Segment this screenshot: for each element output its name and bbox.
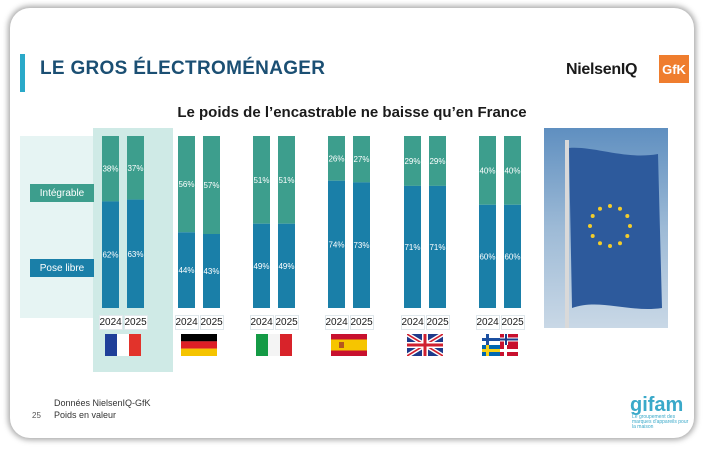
bar-integrable (203, 136, 220, 234)
year-label: 2024 (475, 315, 500, 330)
bar-pose-libre (178, 232, 195, 308)
bar-pose-libre (479, 204, 496, 308)
data-label-integrable: 29% (404, 157, 420, 166)
year-label: 2024 (249, 315, 274, 330)
data-label-pose-libre: 71% (429, 243, 445, 252)
eu-star-icon (608, 204, 612, 208)
data-label-integrable: 57% (203, 181, 219, 190)
data-label-pose-libre: 71% (404, 243, 420, 252)
bar-integrable (253, 136, 270, 224)
chart-title: Le poids de l’encastrable ne baisse qu’e… (177, 104, 527, 121)
eu-star-icon (618, 241, 622, 246)
year-label: 2024 (98, 315, 123, 330)
data-label-pose-libre: 73% (353, 241, 369, 250)
eu-star-icon (625, 234, 630, 238)
eu-flag-icon (569, 147, 662, 310)
gifam-tagline: Le groupement des marques d'appareils po… (632, 414, 689, 430)
france-flag (105, 334, 141, 356)
year-label: 2025 (199, 315, 224, 330)
eu-star-icon (598, 241, 602, 246)
bar-pose-libre (253, 223, 270, 308)
spain-flag (331, 334, 367, 356)
bar-integrable (479, 136, 496, 205)
stacked-bar-chart: 38% 62% 37% 63% 56% 44% 57% 43% 51% 49% 51% 49% 26% 7… (20, 128, 668, 372)
data-label-pose-libre: 60% (504, 252, 520, 261)
italy-flag (256, 334, 292, 356)
legend-pose-libre: Pose libre (30, 259, 94, 277)
bar-pose-libre (127, 199, 144, 308)
nordic-flags (482, 334, 518, 356)
uk-flag (407, 334, 443, 356)
nielseniq-logo: NielsenIQ (566, 61, 638, 78)
year-label: 2025 (349, 315, 374, 330)
data-label-integrable: 51% (253, 176, 269, 185)
bar-pose-libre (102, 201, 119, 308)
year-label: 2025 (425, 315, 450, 330)
eu-star-icon (598, 206, 602, 211)
germany-flag (181, 334, 217, 356)
data-label-pose-libre: 62% (102, 251, 118, 260)
data-label-integrable: 40% (479, 166, 495, 175)
bar-pose-libre (278, 223, 295, 308)
bar-integrable (328, 136, 345, 181)
year-label: 2024 (324, 315, 349, 330)
bar-integrable (429, 136, 446, 186)
data-label-integrable: 26% (328, 154, 344, 163)
year-label: 2024 (174, 315, 199, 330)
data-label-integrable: 27% (353, 155, 369, 164)
eu-star-icon (628, 224, 632, 228)
bar-integrable (278, 136, 295, 224)
year-label: 2025 (274, 315, 299, 330)
data-label-integrable: 29% (429, 157, 445, 166)
data-label-integrable: 40% (504, 166, 520, 175)
source-note: Données NielsenIQ-GfK (54, 398, 151, 408)
year-label: 2025 (500, 315, 525, 330)
data-label-pose-libre: 60% (479, 252, 495, 261)
eu-star-icon (588, 224, 592, 228)
bar-integrable (504, 136, 521, 205)
gfk-logo: GfK (659, 55, 689, 83)
data-label-integrable: 38% (102, 165, 118, 174)
eu-star-icon (625, 214, 630, 218)
bar-integrable (102, 136, 119, 202)
bar-integrable (353, 136, 370, 183)
data-label-integrable: 37% (127, 164, 143, 173)
bar-integrable (178, 136, 195, 233)
eu-star-icon (608, 244, 612, 248)
data-label-pose-libre: 74% (328, 240, 344, 249)
bar-pose-libre (328, 180, 345, 308)
page-number: 25 (32, 411, 41, 420)
year-label: 2024 (400, 315, 425, 330)
bar-pose-libre (203, 234, 220, 308)
year-label: 2025 (123, 315, 148, 330)
bar-pose-libre (504, 204, 521, 308)
data-label-pose-libre: 63% (127, 250, 143, 259)
flag-pole (565, 140, 569, 328)
bar-pose-libre (404, 185, 421, 308)
eu-star-icon (590, 214, 595, 218)
data-label-pose-libre: 44% (178, 266, 194, 275)
legend-panel (20, 136, 98, 318)
page-title: LE GROS ÉLECTROMÉNAGER (40, 58, 326, 79)
title-accent-bar (20, 54, 25, 92)
gifam-logo: gifam (630, 394, 684, 416)
legend-integrable: Intégrable (30, 184, 94, 202)
slide: LE GROS ÉLECTROMÉNAGER NielsenIQ GfK Le … (10, 8, 694, 438)
data-label-pose-libre: 49% (278, 262, 294, 271)
value-note: Poids en valeur (54, 410, 117, 420)
bar-pose-libre (429, 185, 446, 308)
bar-integrable (404, 136, 421, 186)
bar-integrable (127, 136, 144, 200)
data-label-integrable: 56% (178, 180, 194, 189)
data-label-integrable: 51% (278, 176, 294, 185)
eu-star-icon (618, 206, 622, 211)
eu-star-icon (590, 234, 595, 238)
data-label-pose-libre: 43% (203, 267, 219, 276)
bar-pose-libre (353, 182, 370, 308)
data-label-pose-libre: 49% (253, 262, 269, 271)
